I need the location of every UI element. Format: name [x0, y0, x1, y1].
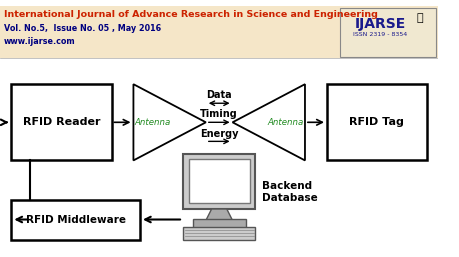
Bar: [11, 84, 111, 160]
FancyBboxPatch shape: [340, 8, 435, 58]
Bar: [188, 160, 249, 203]
Bar: [11, 199, 140, 240]
Bar: [0, 6, 437, 58]
Text: Energy: Energy: [200, 128, 238, 139]
Text: 🌿: 🌿: [415, 13, 422, 23]
Bar: [183, 154, 255, 209]
Text: Antenna: Antenna: [134, 118, 170, 127]
Text: Data: Data: [206, 90, 231, 100]
Text: Vol. No.5,  Issue No. 05 , May 2016: Vol. No.5, Issue No. 05 , May 2016: [4, 24, 161, 33]
Text: RFID Tag: RFID Tag: [349, 117, 403, 127]
Text: Antenna: Antenna: [267, 118, 303, 127]
Bar: [326, 84, 426, 160]
Text: International Journal of Advance Research in Science and Engineering: International Journal of Advance Researc…: [4, 10, 377, 19]
Text: IJARSE: IJARSE: [354, 16, 405, 31]
Polygon shape: [206, 209, 232, 221]
Bar: [192, 218, 246, 228]
Text: ISSN 2319 - 8354: ISSN 2319 - 8354: [353, 32, 407, 37]
Text: RFID Reader: RFID Reader: [22, 117, 100, 127]
Bar: [183, 227, 255, 240]
Text: RFID Middleware: RFID Middleware: [26, 215, 125, 225]
Text: www.ijarse.com: www.ijarse.com: [4, 36, 75, 45]
Text: Timing: Timing: [200, 109, 238, 120]
Text: Backend
Database: Backend Database: [262, 181, 317, 203]
